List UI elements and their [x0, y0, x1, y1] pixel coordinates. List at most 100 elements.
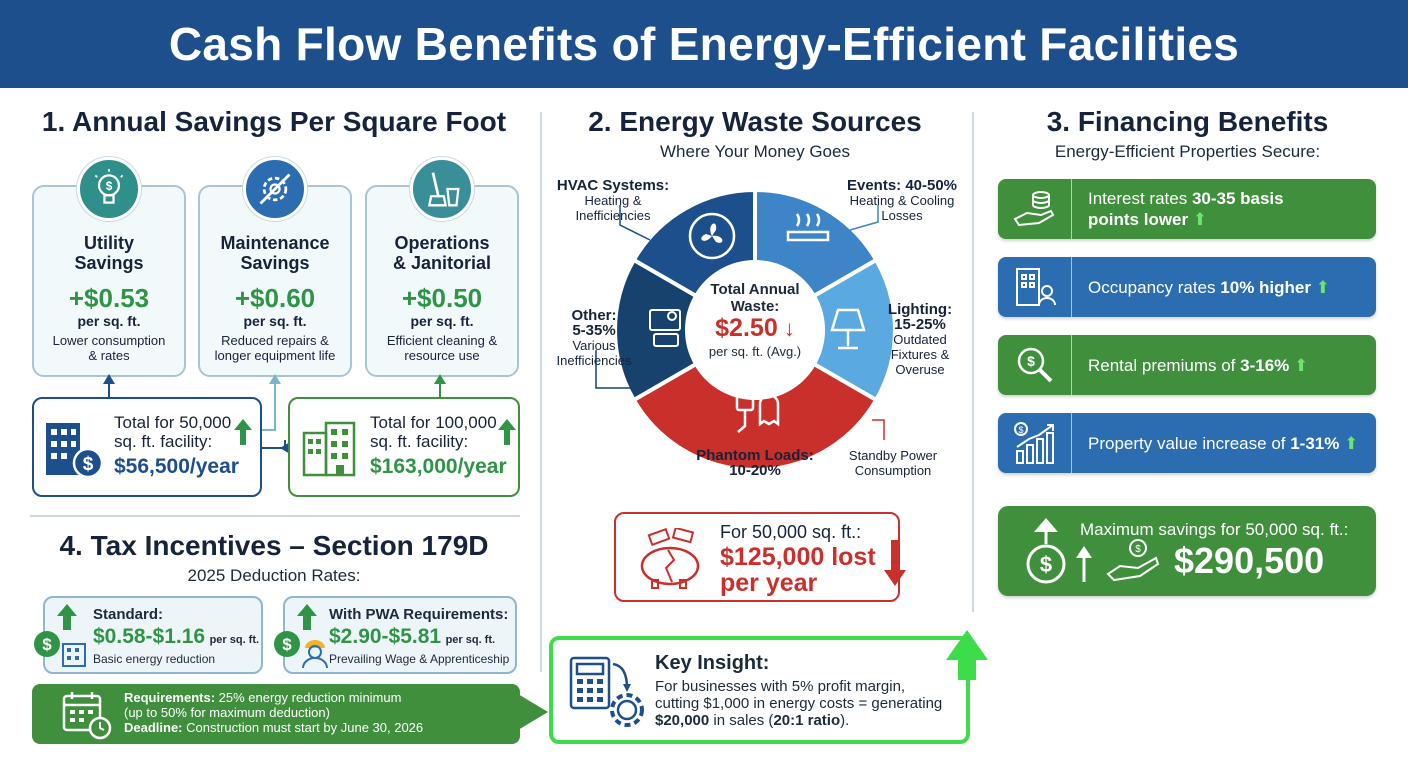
- maintenance-savings-unit: per sq. ft.: [243, 313, 307, 329]
- calculator-gear-icon: [569, 656, 644, 727]
- fan-icon: [688, 212, 736, 260]
- building-dollar-icon: $: [46, 423, 104, 479]
- total-100000-box: Total for 100,000 sq. ft. facility: $163,…: [288, 397, 520, 497]
- total-50000-label: Total for 50,000 sq. ft. facility:: [114, 413, 232, 451]
- utility-savings-desc: Lower consumption & rates: [52, 333, 166, 363]
- divider-section4: [30, 515, 520, 517]
- down-arrow-icon: [884, 540, 906, 586]
- donut-center-label: Total Annual Waste:: [710, 281, 800, 315]
- key-insight-title: Key Insight:: [655, 652, 770, 674]
- standby-label: Standby Power Consumption: [848, 448, 938, 478]
- req-bar-pointer: [518, 694, 548, 730]
- up-arrow-icon: ⬆: [1294, 355, 1309, 375]
- donut-segment-phantom: [631, 361, 879, 472]
- svg-text:$: $: [1018, 425, 1023, 435]
- events-label: Events: 40-50% Heating & Cooling Losses: [846, 177, 958, 223]
- svg-text:$: $: [106, 180, 113, 193]
- pwa-desc: Prevailing Wage & Apprenticeship: [329, 652, 510, 666]
- svg-text:$: $: [42, 635, 52, 654]
- operations-savings-unit: per sq. ft.: [410, 313, 474, 329]
- lightbulb-dollar-icon: $: [77, 157, 141, 221]
- section3-title: 3. Financing Benefits: [1046, 106, 1329, 137]
- rental-premium-bar: $ Rental premiums of 3-16% ⬆: [998, 335, 1376, 395]
- section1-title: 1. Annual Savings Per Square Foot: [41, 106, 507, 137]
- header-banner: Cash Flow Benefits of Energy-Efficient F…: [0, 0, 1408, 88]
- magnifier-dollar-icon: $: [998, 335, 1072, 395]
- up-arrow-icon: [498, 419, 516, 445]
- maximum-savings-label: Maximum savings for 50,000 sq. ft.:: [1080, 520, 1349, 539]
- heater-icon: [786, 213, 830, 242]
- maximum-savings-value: $290,500: [1174, 540, 1325, 581]
- key-insight-box: Key Insight: For businesses with 5% prof…: [549, 636, 970, 744]
- total-50000-box: $ Total for 50,000 sq. ft. facility: $56,…: [32, 397, 262, 497]
- section2-subtitle: Where Your Money Goes: [660, 142, 850, 161]
- svg-text:$: $: [83, 454, 94, 475]
- other-label: Other: 5-35% Various Inefficiencies: [556, 307, 632, 368]
- broom-bucket-icon: [410, 157, 474, 221]
- maintenance-savings-card: Maintenance Savings +$0.60 per sq. ft. Re…: [198, 157, 352, 377]
- operations-savings-label: Operations & Janitorial: [392, 233, 492, 273]
- pwa-title: With PWA Requirements:: [329, 606, 509, 623]
- standard-desc: Basic energy reduction: [93, 652, 216, 666]
- down-arrow-icon: ↓: [777, 316, 795, 341]
- total-100000-label: Total for 100,000 sq. ft. facility:: [370, 413, 497, 451]
- utility-savings-label: Utility Savings: [74, 233, 144, 273]
- annual-loss-value: $125,000 lost per year: [720, 543, 876, 597]
- plug-ghost-icon: [735, 390, 780, 433]
- pwa-value: $2.90-$5.81 per sq. ft.: [329, 625, 496, 648]
- dollar-worker-icon: $: [274, 604, 328, 669]
- utility-savings-unit: per sq. ft.: [77, 313, 141, 329]
- lamp-icon: [830, 308, 866, 350]
- svg-text:$: $: [282, 635, 292, 654]
- dollar-building-icon: $: [34, 604, 86, 667]
- pwa-deduction-card: $ With PWA Requirements: $2.90-$5.81 per…: [274, 596, 517, 674]
- section4-subtitle: 2025 Deduction Rates:: [187, 566, 361, 585]
- devices-icon: [649, 309, 681, 347]
- up-arrow-icon: ⬆: [1344, 433, 1359, 453]
- coins-hand-icon: [998, 179, 1072, 239]
- interest-rate-bar: Interest rates 30-35 basis points lower ⬆: [998, 179, 1376, 239]
- up-arrow-icon: ⬆: [1315, 277, 1330, 297]
- maximum-savings-box: $ $ Maximum savings for 50,000 sq. ft.: …: [998, 506, 1376, 596]
- operations-savings-desc: Efficient cleaning & resource use: [386, 333, 498, 363]
- growth-chart-icon: $: [998, 413, 1072, 473]
- total-100000-value: $163,000/year: [370, 455, 507, 478]
- operations-savings-card: Operations & Janitorial +$0.50 per sq. ft…: [365, 157, 519, 377]
- dollar-growth-icon: $ $: [1026, 518, 1160, 584]
- calendar-clock-icon: [62, 692, 112, 740]
- key-insight-arrow: [946, 630, 988, 680]
- annual-loss-box: For 50,000 sq. ft.: $125,000 lost per yea…: [614, 512, 906, 602]
- property-value-bar: $ Property value increase of 1-31% ⬆: [998, 413, 1376, 473]
- standard-value: $0.58-$1.16 per sq. ft.: [93, 625, 260, 648]
- requirements-bar: Requirements: 25% energy reduction minim…: [32, 684, 520, 744]
- broken-piggy-bank-icon: [640, 528, 700, 589]
- donut-center-unit: per sq. ft. (Avg.): [708, 344, 802, 359]
- up-arrow-icon: [234, 419, 252, 445]
- maintenance-savings-label: Maintenance Savings: [220, 233, 330, 273]
- total-50000-value: $56,500/year: [114, 455, 239, 478]
- requirements-text: Requirements: 25% energy reduction minim…: [124, 690, 424, 735]
- donut-center-value: $2.50 ↓: [715, 314, 795, 342]
- annual-loss-label: For 50,000 sq. ft.:: [720, 522, 862, 542]
- svg-text:$: $: [1040, 552, 1052, 577]
- divider-left: [540, 112, 542, 672]
- utility-savings-value: +$0.53: [68, 283, 150, 313]
- hvac-label: HVAC Systems: Heating & Inefficiencies: [556, 177, 670, 223]
- section2-title: 2. Energy Waste Sources: [588, 106, 922, 137]
- page-title: Cash Flow Benefits of Energy-Efficient F…: [168, 18, 1240, 70]
- svg-text:$: $: [1027, 353, 1035, 369]
- phantom-label: Phantom Loads: 10-20%: [696, 447, 814, 479]
- key-insight-text: For businesses with 5% profit margin, cut…: [655, 678, 943, 729]
- section4-title: 4. Tax Incentives – Section 179D: [59, 530, 489, 561]
- wrench-gear-icon: [243, 157, 307, 221]
- divider-right: [972, 112, 974, 612]
- maintenance-savings-value: +$0.60: [234, 283, 316, 313]
- office-building-icon: [302, 421, 356, 477]
- up-arrow-icon: ⬆: [1192, 210, 1208, 229]
- building-person-icon: [998, 257, 1072, 317]
- svg-text:$: $: [1135, 544, 1141, 555]
- standard-title: Standard:: [93, 606, 164, 623]
- section3-subtitle: Energy-Efficient Properties Secure:: [1054, 142, 1321, 161]
